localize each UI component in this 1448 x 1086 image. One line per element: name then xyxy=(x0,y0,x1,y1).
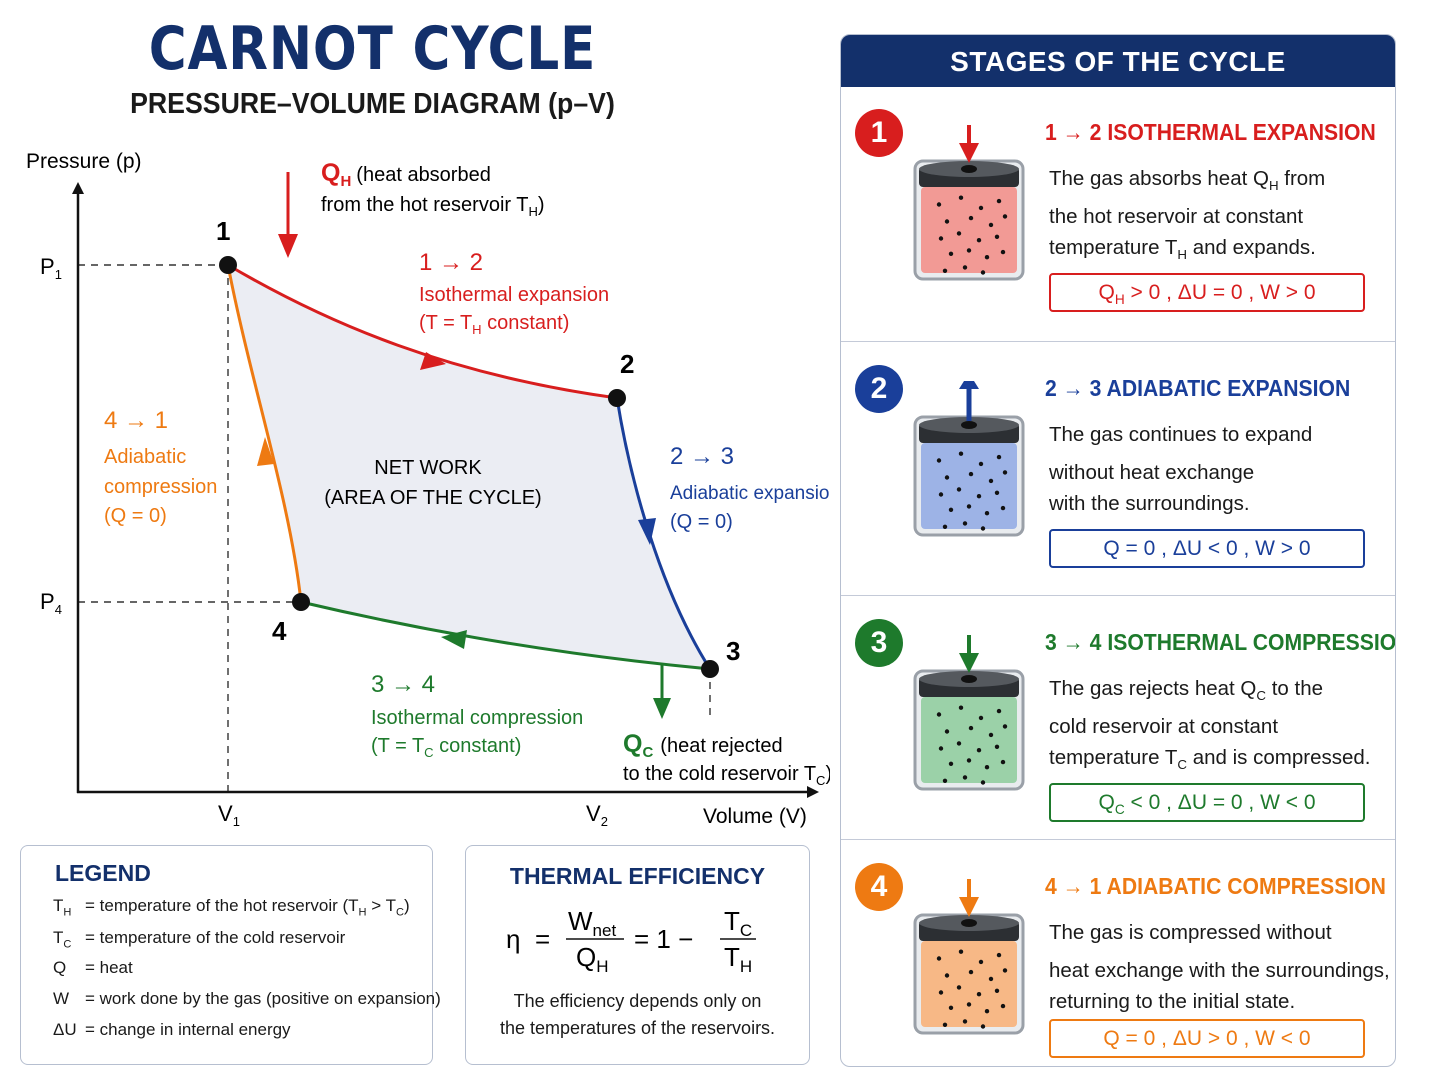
piston-cylinder-icon xyxy=(913,635,1025,791)
svg-text:(Q = 0): (Q = 0) xyxy=(104,505,167,527)
process-3-4-arrowhead xyxy=(441,630,467,649)
process-2-3-label: 2 → 3 Adiabatic expansion (Q = 0) xyxy=(670,443,830,533)
process-3-4-label: 3 → 4 Isothermal compression (T = TC con… xyxy=(371,671,583,760)
stage-item-4: 4 4 → 1 ADIABATIC COMPRESSION The gas is… xyxy=(841,841,1395,1066)
qc-label: QC (heat rejected xyxy=(623,730,783,761)
page-subtitle: PRESSURE–VOLUME DIAGRAM (p–V) xyxy=(130,88,615,120)
svg-text:=: = xyxy=(535,924,550,954)
net-work-sublabel: (AREA OF THE CYCLE) xyxy=(324,487,541,509)
x-axis-label: Volume (V) xyxy=(703,805,807,828)
piston-cylinder-icon xyxy=(913,879,1025,1035)
y-axis-label: Pressure (p) xyxy=(26,150,142,173)
svg-text:TC: TC xyxy=(724,906,752,940)
stage-item-1: 1 1 → 2 ISOTHERMAL EXPANSION The gas abs… xyxy=(841,87,1395,343)
v1-label: V1 xyxy=(218,801,240,829)
stage-title: 3 → 4 ISOTHERMAL COMPRESSION xyxy=(1045,629,1396,655)
legend-box: LEGEND TH = temperature of the hot reserv… xyxy=(20,845,441,1065)
stage-divider xyxy=(841,595,1395,596)
state-point-1 xyxy=(219,256,237,274)
stage-divider xyxy=(841,341,1395,342)
qh-arrowhead xyxy=(278,234,298,258)
legend-row-q: Q = heat xyxy=(53,958,133,977)
point-label-4: 4 xyxy=(272,616,287,646)
stage-description: The gas absorbs heat QH from the hot res… xyxy=(1049,167,1326,263)
qc-label-line2: to the cold reservoir TC) xyxy=(623,763,830,788)
stage-description: The gas is compressed without heat excha… xyxy=(1049,921,1390,1014)
stages-header: STAGES OF THE CYCLE xyxy=(841,35,1395,87)
svg-text:1 → 2: 1 → 2 xyxy=(419,249,483,276)
piston-cylinder-icon xyxy=(913,381,1025,537)
point-label-3: 3 xyxy=(726,636,740,666)
svg-text:TH: TH xyxy=(724,942,752,976)
page-title: CARNOT CYCLE xyxy=(148,14,597,84)
efficiency-note: The efficiency depends only on the tempe… xyxy=(499,991,776,1038)
svg-text:QH: QH xyxy=(576,942,609,976)
v2-label: V2 xyxy=(586,801,608,829)
legend-row-du: ΔU = change in internal energy xyxy=(53,1020,291,1039)
svg-text:= 1 −: = 1 − xyxy=(634,924,693,954)
state-point-2 xyxy=(608,389,626,407)
legend-row-tc: TC = temperature of the cold reservoir xyxy=(53,928,346,951)
efficiency-formula: η = Wnet QH = 1 − TC TH xyxy=(506,906,756,976)
svg-text:Adiabatic: Adiabatic xyxy=(104,446,186,468)
process-1-2-label: 1 → 2 Isothermal expansion (T = TH const… xyxy=(419,249,609,337)
svg-text:compression: compression xyxy=(104,476,217,498)
svg-text:2 → 3: 2 → 3 xyxy=(670,443,734,470)
legend-row-w: W = work done by the gas (positive on exp… xyxy=(53,989,441,1008)
p4-label: P4 xyxy=(40,589,62,617)
svg-text:Wnet: Wnet xyxy=(568,906,616,940)
process-1-2-arrowhead xyxy=(420,352,446,370)
point-label-2: 2 xyxy=(620,349,634,379)
net-work-label: NET WORK xyxy=(374,457,482,479)
svg-text:3 → 4: 3 → 4 xyxy=(371,671,435,698)
stages-panel: STAGES OF THE CYCLE 1 1 → 2 ISOTHERMAL E… xyxy=(840,34,1396,1067)
stage-signs-box: Q = 0 , ΔU < 0 , W > 0 xyxy=(1049,529,1365,568)
legend-row-th: TH = temperature of the hot reservoir (TH… xyxy=(53,896,410,919)
state-point-4 xyxy=(292,593,310,611)
pv-diagram: Pressure (p) Volume (V) P1 P4 V1 V2 1 2 … xyxy=(26,150,830,829)
process-4-1-arrowhead xyxy=(257,437,274,466)
stage-item-3: 3 3 → 4 ISOTHERMAL COMPRESSION The gas r… xyxy=(841,597,1395,841)
svg-text:Isothermal compression: Isothermal compression xyxy=(371,707,583,729)
state-point-3 xyxy=(701,660,719,678)
efficiency-title: THERMAL EFFICIENCY xyxy=(509,863,766,889)
stage-number-badge: 4 xyxy=(855,863,903,911)
process-4-1-label: 4 → 1 Adiabatic compression (Q = 0) xyxy=(104,407,217,527)
stage-number-badge: 2 xyxy=(855,365,903,413)
process-1-2-curve xyxy=(227,263,618,400)
stage-signs-box: Q = 0 , ΔU > 0 , W < 0 xyxy=(1049,1019,1365,1058)
stage-item-2: 2 2 → 3 ADIABATIC EXPANSION The gas cont… xyxy=(841,343,1395,597)
stage-description: The gas continues to expand without heat… xyxy=(1049,423,1313,516)
process-3-4-curve xyxy=(300,600,711,671)
qh-label-line2: from the hot reservoir TH) xyxy=(321,194,545,219)
stage-divider xyxy=(841,839,1395,840)
p1-label: P1 xyxy=(40,254,62,282)
svg-text:(T = TH constant): (T = TH constant) xyxy=(419,312,569,337)
stage-signs-box: QC < 0 , ΔU = 0 , W < 0 xyxy=(1049,783,1365,822)
stage-number-badge: 3 xyxy=(855,619,903,667)
efficiency-box: THERMAL EFFICIENCY η = Wnet QH = 1 − TC … xyxy=(465,845,810,1065)
legend-title: LEGEND xyxy=(55,860,151,886)
piston-cylinder-icon xyxy=(913,125,1025,281)
stage-title: 2 → 3 ADIABATIC EXPANSION xyxy=(1045,375,1351,401)
point-label-1: 1 xyxy=(216,216,230,246)
stage-title: 1 → 2 ISOTHERMAL EXPANSION xyxy=(1045,119,1376,145)
cycle-area xyxy=(228,265,710,669)
svg-text:4 → 1: 4 → 1 xyxy=(104,407,168,434)
svg-text:Isothermal expansion: Isothermal expansion xyxy=(419,284,609,306)
stage-description: The gas rejects heat QC to the cold rese… xyxy=(1049,677,1371,773)
svg-text:(T = TC constant): (T = TC constant) xyxy=(371,735,521,760)
svg-text:(Q = 0): (Q = 0) xyxy=(670,511,733,533)
svg-text:Adiabatic expansion: Adiabatic expansion xyxy=(670,483,830,504)
qh-label: QH (heat absorbed xyxy=(321,159,491,190)
stage-number-badge: 1 xyxy=(855,109,903,157)
process-2-3-arrowhead xyxy=(638,518,656,545)
svg-text:η: η xyxy=(506,924,520,954)
process-4-1-curve xyxy=(226,264,303,603)
qc-arrowhead xyxy=(653,698,671,719)
stage-title: 4 → 1 ADIABATIC COMPRESSION xyxy=(1045,873,1386,899)
stage-signs-box: QH > 0 , ΔU = 0 , W > 0 xyxy=(1049,273,1365,312)
